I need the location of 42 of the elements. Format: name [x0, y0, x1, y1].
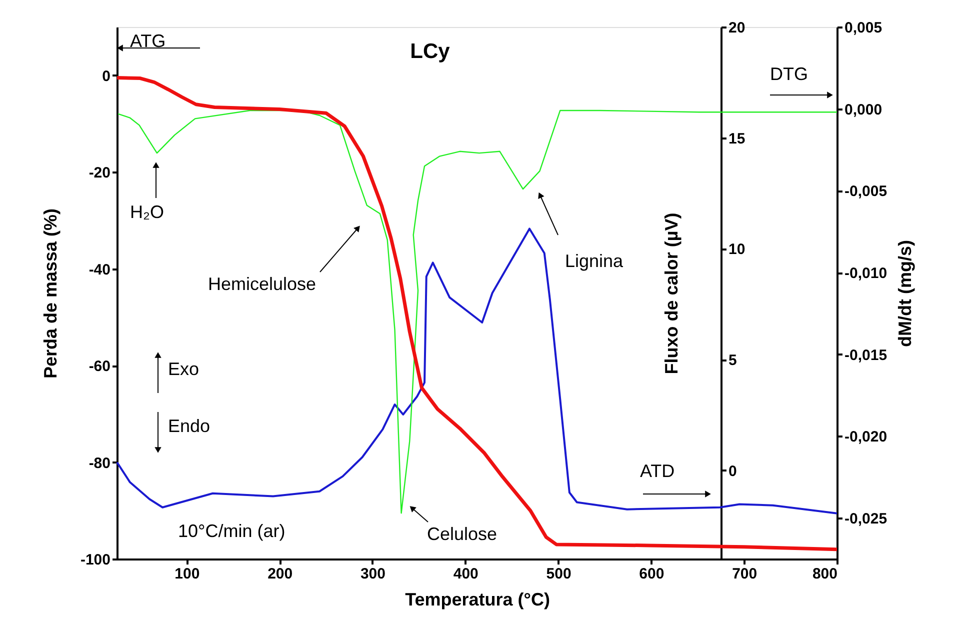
annotation: Lignina [565, 251, 624, 271]
y3-tick-label: -0,010 [844, 265, 888, 282]
x-tick-label: 300 [360, 566, 386, 582]
annotation: Endo [168, 416, 210, 436]
text: LCy [410, 40, 450, 63]
y2-tick-label: 10 [728, 241, 746, 258]
y2-tick-label: 0 [728, 462, 737, 480]
y3-tick-label: -0,020 [844, 428, 888, 446]
x-tick-label: 500 [546, 566, 572, 582]
annotation: H₂O [130, 202, 164, 222]
y3-tick-label: -0,025 [844, 510, 888, 528]
x-axis-title: Temperatura (°C) [405, 590, 550, 610]
y-axis-title: Perda de massa (%) [40, 208, 60, 379]
y2-axis-title: Fluxo de calor (µV) [662, 212, 682, 374]
x-tick-label: 100 [174, 566, 200, 582]
series-label: ATD [640, 461, 675, 481]
y-tick-label: -100 [80, 552, 110, 568]
series-label: ATG [130, 31, 166, 51]
annotation: Hemicelulose [208, 274, 316, 294]
y2-tick-label: 15 [728, 130, 746, 148]
y3-axis-title: dM/dt (mg/s) [895, 240, 916, 347]
annotation: Exo [168, 359, 200, 379]
y3-tick-label: 0,000 [844, 101, 882, 118]
series-label: DTG [770, 64, 808, 84]
annotation: 10°C/min (ar) [178, 521, 286, 541]
y3-tick-label: -0,005 [844, 183, 888, 200]
y2-tick-label: 5 [728, 352, 737, 369]
y2-tick-label: 20 [728, 20, 746, 36]
y-tick-label: 0 [102, 68, 110, 85]
x-tick-label: 600 [639, 566, 664, 582]
x-tick-label: 200 [268, 566, 293, 582]
x-tick-label: 700 [732, 566, 758, 582]
y-tick-label: -40 [88, 261, 110, 278]
x-tick-label: 400 [453, 566, 478, 582]
y-tick-label: -80 [88, 454, 110, 472]
annotation: Celulose [427, 524, 498, 544]
y-tick-label: -60 [88, 358, 110, 376]
y3-tick-label: -0,015 [844, 346, 888, 364]
y3-tick-label: 0,005 [844, 20, 882, 36]
x-tick-label: 800 [812, 566, 838, 582]
y-tick-label: -20 [88, 164, 110, 182]
line-series [117, 110, 838, 514]
